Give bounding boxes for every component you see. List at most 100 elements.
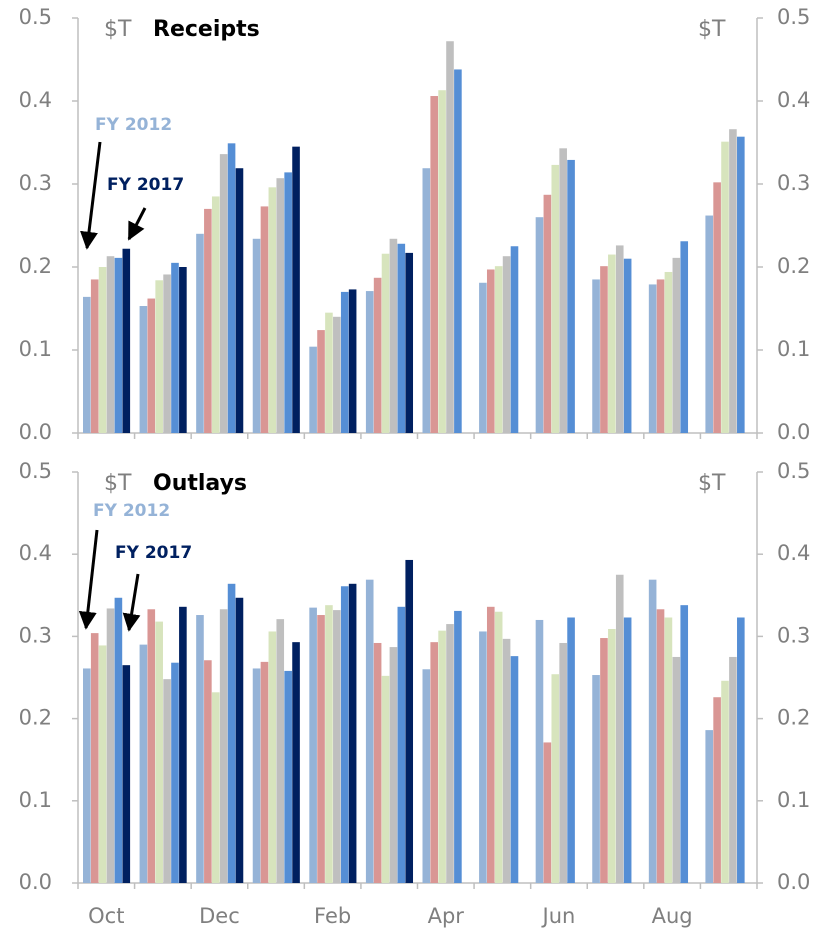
bar <box>325 605 333 883</box>
bar <box>365 579 374 883</box>
bar <box>252 668 261 883</box>
x-tick-label: Apr <box>428 904 465 928</box>
bar <box>252 238 261 433</box>
bar <box>114 257 123 433</box>
x-tick-label: Feb <box>314 904 351 928</box>
bar <box>196 233 204 433</box>
y2-unit-label: $T <box>698 471 726 496</box>
bar <box>551 164 560 433</box>
y2-tick-label: 0.3 <box>777 623 810 647</box>
bar <box>317 615 325 883</box>
bar <box>373 642 382 883</box>
bar <box>502 256 511 433</box>
bar <box>235 597 244 883</box>
y-tick-label: 0.5 <box>19 5 52 29</box>
bar <box>567 617 575 883</box>
bar <box>397 243 406 433</box>
bar <box>454 610 462 883</box>
bar <box>656 609 665 883</box>
bar <box>98 645 107 883</box>
bar <box>592 675 600 883</box>
bar <box>106 608 115 883</box>
y-unit-label: $T <box>104 17 132 42</box>
bar <box>479 282 487 433</box>
bar <box>430 642 438 883</box>
y-tick-label: 0.2 <box>19 706 52 730</box>
bar <box>559 148 567 433</box>
bar <box>227 583 236 883</box>
bar <box>389 647 398 883</box>
bar <box>155 621 163 883</box>
bar <box>365 291 374 433</box>
bar <box>397 606 406 883</box>
annotation: FY 2012 <box>93 501 170 521</box>
bar <box>729 656 737 883</box>
bar <box>721 680 729 883</box>
bar <box>551 674 560 883</box>
y-tick-label: 0.1 <box>19 337 52 361</box>
bar <box>680 605 689 883</box>
bar <box>600 638 608 883</box>
y-tick-label: 0.3 <box>19 171 52 195</box>
bar <box>389 238 398 433</box>
bar <box>219 154 228 433</box>
bar <box>494 266 503 433</box>
bar <box>664 271 673 433</box>
bar <box>179 267 187 433</box>
bar <box>479 631 487 883</box>
bar <box>147 609 156 883</box>
y2-tick-label: 0.4 <box>777 541 810 565</box>
arrow <box>122 573 141 632</box>
chart-title: Receipts <box>153 17 260 42</box>
bar <box>737 136 745 433</box>
bar <box>543 194 552 433</box>
y2-tick-label: 0.0 <box>777 870 810 894</box>
bar <box>284 172 292 433</box>
chart-title: Outlays <box>153 471 247 496</box>
bar <box>535 217 544 433</box>
bar <box>535 619 544 883</box>
annotation: FY 2017 <box>115 543 192 563</box>
arrow <box>127 207 147 241</box>
bar <box>260 206 269 433</box>
bar <box>600 266 608 433</box>
bar <box>340 586 349 883</box>
y2-tick-label: 0.1 <box>777 337 810 361</box>
y2-tick-label: 0.0 <box>777 420 810 444</box>
bar <box>454 69 462 434</box>
bar <box>90 633 99 883</box>
bar <box>276 619 285 883</box>
bar <box>219 609 228 883</box>
bar <box>615 245 624 433</box>
bar <box>204 208 212 433</box>
y-tick-label: 0.5 <box>19 459 52 483</box>
y-tick-label: 0.0 <box>19 420 52 444</box>
bar <box>381 253 390 433</box>
bar <box>430 96 438 434</box>
bar <box>446 41 454 434</box>
bar <box>292 642 300 883</box>
y-tick-label: 0.0 <box>19 870 52 894</box>
bar <box>333 610 341 883</box>
bar <box>680 241 689 433</box>
bar <box>83 668 91 883</box>
bar <box>348 289 357 433</box>
bar <box>122 665 131 883</box>
bar <box>567 159 575 433</box>
bar <box>106 256 115 433</box>
bar <box>608 254 616 433</box>
bar <box>543 742 552 883</box>
bar <box>510 656 519 883</box>
bar <box>268 187 277 433</box>
y2-tick-label: 0.1 <box>777 788 810 812</box>
bar <box>98 267 107 433</box>
bar <box>713 182 721 433</box>
bar <box>325 312 333 433</box>
annotation: FY 2012 <box>95 115 172 135</box>
bar <box>648 284 657 433</box>
y-tick-label: 0.2 <box>19 254 52 278</box>
bar <box>438 90 446 434</box>
bar <box>381 675 390 883</box>
y2-tick-label: 0.2 <box>777 706 810 730</box>
